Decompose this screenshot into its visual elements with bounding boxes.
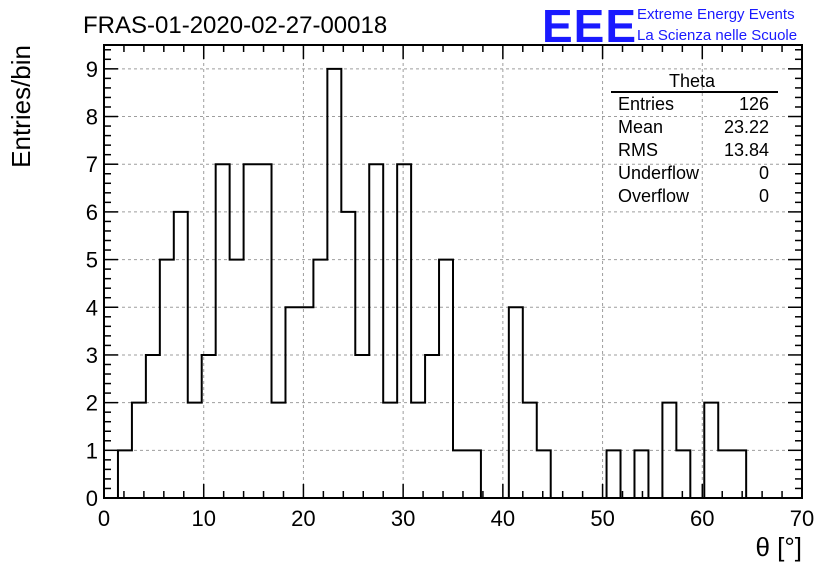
y-tick-label: 4 [86,295,98,320]
x-tick-label: 40 [491,506,515,531]
x-tick-labels: 0 10 20 30 40 50 60 70 [98,506,814,531]
chart-title: FRAS-01-2020-02-27-00018 [83,12,387,39]
x-tick-label: 10 [191,506,215,531]
eee-logo: EEE Extreme Energy Events La Scienza nel… [542,0,797,52]
stats-label: Entries [618,94,674,114]
y-tick-label: 3 [86,343,98,368]
y-axis-label: Entries/bin [6,45,36,168]
stats-title: Theta [669,71,716,91]
stats-box: Theta Entries 126 Mean 23.22 RMS 13.84 Underfl… [611,71,778,206]
x-tick-label: 70 [790,506,814,531]
x-tick-label: 0 [98,506,110,531]
axis-ticks [103,45,803,499]
x-tick-label: 20 [291,506,315,531]
x-axis-label: θ [°] [755,532,802,562]
x-tick-label: 30 [391,506,415,531]
x-tick-label: 50 [590,506,614,531]
y-tick-label: 2 [86,391,98,416]
y-tick-label: 7 [86,152,98,177]
stats-label: Underflow [618,163,700,183]
y-tick-label: 5 [86,248,98,273]
stats-label: Overflow [618,186,690,206]
stats-value: 13.84 [724,140,769,160]
stats-value: 126 [739,94,769,114]
y-tick-label: 0 [86,486,98,511]
y-tick-label: 1 [86,438,98,463]
logo-mark: EEE [542,0,637,52]
stats-rows: Entries 126 Mean 23.22 RMS 13.84 Underflow 0 Ove… [618,94,769,206]
y-tick-labels: 0 1 2 3 4 5 6 7 8 9 [86,57,98,511]
x-tick-label: 60 [690,506,714,531]
logo-line-2: La Scienza nelle Scuole [637,27,797,44]
plot-frame [103,44,803,499]
stats-value: 23.22 [724,117,769,137]
y-tick-label: 8 [86,105,98,130]
histogram-line [104,67,802,499]
y-tick-label: 6 [86,200,98,225]
stats-label: RMS [618,140,658,160]
stats-label: Mean [618,117,663,137]
logo-line-1: Extreme Energy Events [637,6,795,23]
stats-value: 0 [759,163,769,183]
y-tick-label: 9 [86,57,98,82]
stats-value: 0 [759,186,769,206]
